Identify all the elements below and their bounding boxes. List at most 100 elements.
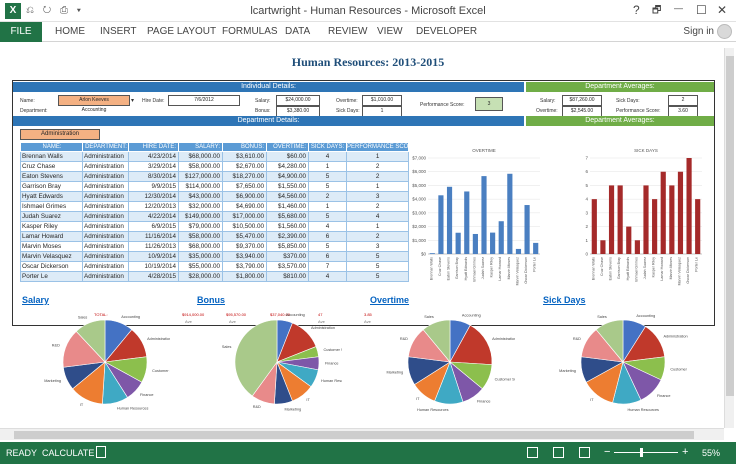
cell-salary[interactable]: $127,000.00: [178, 171, 223, 182]
cell-salary[interactable]: $58,000.00: [178, 231, 223, 242]
cell-bonus[interactable]: $1,800.00: [222, 271, 267, 282]
zoom-out-icon[interactable]: −: [604, 446, 611, 458]
cell-name[interactable]: Marvin Velasquez: [20, 251, 83, 262]
sick-days-chart-link[interactable]: Sick Days: [543, 295, 586, 305]
cell-department[interactable]: Administration: [82, 171, 129, 182]
tab-developer[interactable]: DEVELOPER: [416, 26, 478, 37]
bar[interactable]: [608, 185, 615, 254]
page-break-view-icon[interactable]: [579, 447, 590, 458]
cell-overtime[interactable]: $60.00: [266, 151, 309, 162]
bar[interactable]: [507, 173, 513, 254]
bar[interactable]: [652, 199, 658, 254]
cell-bonus[interactable]: $18,270.00: [222, 171, 267, 182]
salary-pie-chart[interactable]: Accounting Administration Customer Support…: [40, 306, 170, 416]
cell-overtime[interactable]: $3,570.00: [266, 261, 309, 272]
cell-overtime[interactable]: $5,680.00: [266, 211, 309, 222]
cell-department[interactable]: Administration: [82, 251, 129, 262]
bar[interactable]: [524, 205, 530, 254]
bar[interactable]: [498, 221, 504, 254]
cell-hire-date[interactable]: 11/16/2014: [128, 231, 179, 242]
table-row[interactable]: Marvin Velasquez Administration 10/9/2014 $…: [20, 251, 410, 262]
sick-days-bar-chart[interactable]: SICK DAYS 0 1 2 3 4 5 6 7 Brennan Walls Cruz Chase…: [560, 144, 710, 294]
zoom-slider[interactable]: [614, 452, 678, 453]
cell-department[interactable]: Administration: [82, 191, 129, 202]
table-row[interactable]: Eaton Stevens Administration 8/30/2014 $127…: [20, 171, 410, 182]
cell-name[interactable]: Marvin Moses: [20, 241, 83, 252]
cell-hire-date[interactable]: 12/20/2013: [128, 201, 179, 212]
cell-sick-days[interactable]: 6: [308, 251, 347, 262]
column-header-sick-days[interactable]: SICK DAYS:: [308, 142, 347, 152]
cell-sick-days[interactable]: 5: [308, 241, 347, 252]
table-row[interactable]: Oscar Dickerson Administration 10/19/2014 $…: [20, 261, 410, 272]
cell-hire-date[interactable]: 8/30/2014: [128, 171, 179, 182]
pie-slice[interactable]: [75, 319, 106, 363]
cell-department[interactable]: Administration: [82, 181, 129, 192]
zoom-slider-thumb[interactable]: [640, 448, 643, 457]
cell-name[interactable]: Ishmael Grimes: [20, 201, 83, 212]
help-icon[interactable]: ?: [633, 3, 640, 17]
cell-name[interactable]: Hyatt Edwards: [20, 191, 83, 202]
tab-page-layout[interactable]: PAGE LAYOUT: [147, 26, 217, 37]
table-row[interactable]: Kasper Riley Administration 6/9/2015 $79,00…: [20, 221, 410, 232]
cell-salary[interactable]: $79,000.00: [178, 221, 223, 232]
bar[interactable]: [669, 185, 675, 254]
cell-sick-days[interactable]: 6: [308, 231, 347, 242]
bar[interactable]: [626, 226, 632, 254]
cell-overtime[interactable]: $1,560.00: [266, 221, 309, 232]
cell-overtime[interactable]: $810.00: [266, 271, 309, 282]
cell-salary[interactable]: $28,000.00: [178, 271, 223, 282]
bar[interactable]: [438, 195, 444, 254]
table-row[interactable]: Lamar Howard Administration 11/16/2014 $58,…: [20, 231, 410, 242]
bonus-chart-link[interactable]: Bonus: [197, 295, 225, 305]
normal-view-icon[interactable]: [527, 447, 538, 458]
sick-days-pie-chart[interactable]: Accounting Administration Customer Support…: [558, 306, 688, 416]
column-header-bonus[interactable]: BONUS:: [222, 142, 267, 152]
tab-formulas[interactable]: FORMULAS: [222, 26, 278, 37]
cell-bonus[interactable]: $3,610.00: [222, 151, 267, 162]
bar[interactable]: [455, 232, 461, 254]
cell-name[interactable]: Garrison Bray: [20, 181, 83, 192]
excel-icon[interactable]: X: [5, 3, 21, 19]
bar[interactable]: [660, 171, 666, 254]
zoom-in-icon[interactable]: +: [682, 446, 689, 458]
vertical-scroll-thumb[interactable]: [726, 56, 734, 396]
bar[interactable]: [464, 191, 470, 254]
status-calculate[interactable]: CALCULATE: [42, 448, 95, 458]
table-row[interactable]: Brennan Walls Administration 4/23/2014 $68,…: [20, 151, 410, 162]
horizontal-scrollbar[interactable]: [0, 428, 724, 440]
bar[interactable]: [634, 240, 640, 254]
cell-name[interactable]: Brennan Walls: [20, 151, 83, 162]
horizontal-scroll-thumb[interactable]: [14, 431, 694, 439]
table-row[interactable]: Garrison Bray Administration 9/9/2015 $114,…: [20, 181, 410, 192]
cell-overtime[interactable]: $5,850.00: [266, 241, 309, 252]
worksheet[interactable]: Human Resources: 2013-2015 Individual De…: [0, 42, 736, 442]
cell-bonus[interactable]: $10,500.00: [222, 221, 267, 232]
cell-sick-days[interactable]: 5: [308, 211, 347, 222]
minimize-icon[interactable]: —: [674, 3, 683, 13]
bar[interactable]: [429, 253, 435, 254]
cell-salary[interactable]: $35,000.00: [178, 251, 223, 262]
cell-sick-days[interactable]: 1: [308, 161, 347, 172]
cell-overtime[interactable]: $2,390.00: [266, 231, 309, 242]
cell-sick-days[interactable]: 7: [308, 261, 347, 272]
cell-bonus[interactable]: $2,670.00: [222, 161, 267, 172]
cell-overtime[interactable]: $1,460.00: [266, 201, 309, 212]
cell-overtime[interactable]: $1,550.00: [266, 181, 309, 192]
cell-hire-date[interactable]: 4/23/2014: [128, 151, 179, 162]
bar[interactable]: [600, 240, 606, 254]
cell-name[interactable]: Kasper Riley: [20, 221, 83, 232]
cell-hire-date[interactable]: 11/26/2013: [128, 241, 179, 252]
pie-slice[interactable]: [234, 319, 278, 397]
column-header-department[interactable]: DEPARTMENT:: [82, 142, 129, 152]
cell-bonus[interactable]: $3,790.00: [222, 261, 267, 272]
cell-bonus[interactable]: $4,690.00: [222, 201, 267, 212]
cell-sick-days[interactable]: 4: [308, 221, 347, 232]
pie-slice[interactable]: [449, 324, 493, 365]
cell-salary[interactable]: $32,000.00: [178, 201, 223, 212]
file-tab[interactable]: FILE: [0, 22, 42, 42]
bar[interactable]: [446, 186, 453, 254]
bonus-pie-chart[interactable]: Accounting Administration Customer Support…: [212, 306, 342, 416]
close-icon[interactable]: ✕: [717, 3, 728, 17]
table-row[interactable]: Hyatt Edwards Administration 12/30/2014 $43…: [20, 191, 410, 202]
cell-bonus[interactable]: $5,470.00: [222, 231, 267, 242]
